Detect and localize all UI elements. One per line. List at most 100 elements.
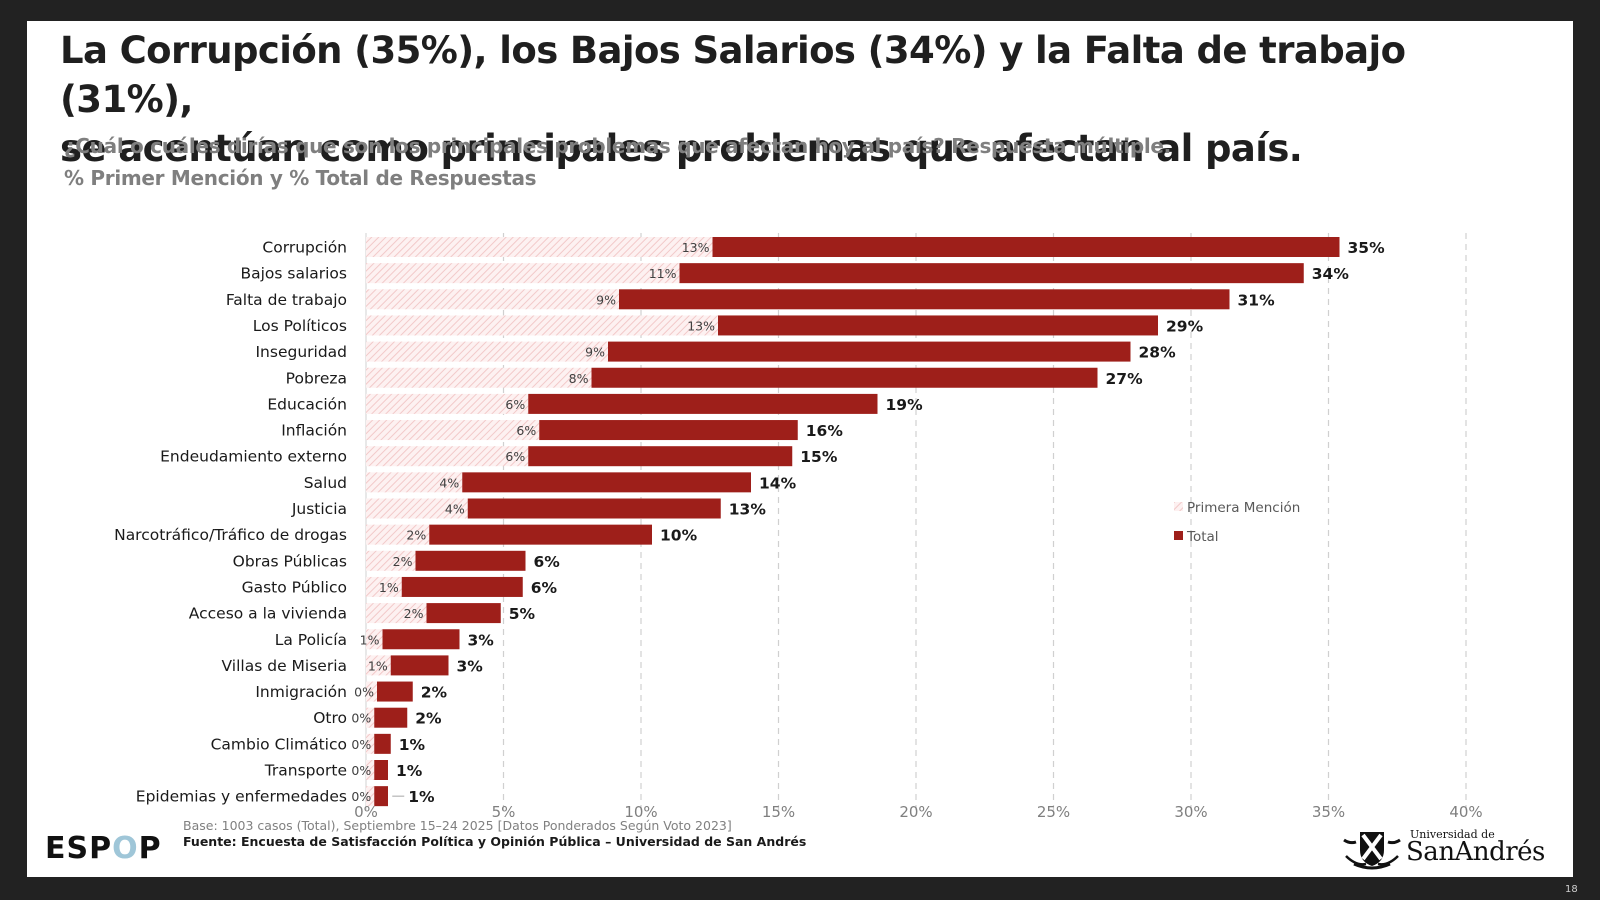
first-mention-value-label: 0% (351, 711, 371, 726)
first-mention-bar (366, 472, 463, 493)
category-label: Pobreza (286, 369, 347, 387)
total-bar (591, 367, 1098, 388)
total-value-label: 6% (534, 553, 561, 571)
total-value-label: 3% (468, 631, 495, 649)
first-mention-bar (366, 524, 430, 545)
total-bar (712, 237, 1340, 257)
category-label: Inseguridad (255, 343, 347, 361)
first-mention-bar (366, 733, 375, 754)
first-mention-value-label: 6% (516, 423, 536, 438)
legend-label-total: Total (1186, 529, 1219, 545)
first-mention-bar (366, 576, 402, 597)
first-mention-bar (366, 498, 468, 519)
first-mention-bar (366, 707, 375, 728)
x-axis: 0% 5% 10% 15% 20% 25% 30% 35% 40% (354, 803, 1483, 821)
total-value-label: 2% (421, 684, 448, 702)
category-label: Justicia (291, 500, 347, 518)
category-label: Educación (267, 395, 347, 413)
first-mention-value-label: 9% (596, 292, 616, 307)
category-label: Obras Públicas (233, 552, 347, 570)
first-mention-value-label: 1% (368, 658, 388, 673)
total-bar (528, 446, 793, 467)
slide-title: La Corrupción (35%), los Bajos Salarios … (60, 26, 1520, 173)
total-bar (415, 550, 526, 571)
first-mention-value-label: 11% (649, 266, 677, 281)
total-value-label: 1% (408, 788, 435, 806)
first-mention-bar (366, 681, 377, 702)
category-label: Salud (304, 474, 347, 492)
espop-logo: ESPOP (45, 831, 162, 866)
first-mention-bar (366, 341, 608, 362)
x-tick-label: 0% (354, 803, 378, 821)
first-mention-value-label: 1% (379, 580, 399, 595)
first-mention-value-label: 2% (393, 554, 413, 569)
first-mention-value-label: 4% (439, 475, 459, 490)
total-bar (377, 681, 413, 702)
total-bar (374, 786, 388, 807)
first-mention-bar (366, 315, 718, 336)
total-value-label: 1% (396, 762, 423, 780)
first-mention-value-label: 0% (354, 685, 374, 700)
footer-source-note: Fuente: Encuesta de Satisfacción Polític… (183, 834, 807, 849)
total-bar (462, 472, 751, 493)
first-mention-value-label: 2% (406, 528, 426, 543)
first-mention-value-label: 6% (505, 449, 525, 464)
total-value-label: 19% (886, 396, 924, 414)
category-label: Acceso a la vivienda (189, 605, 347, 623)
category-label: Cambio Climático (211, 735, 347, 753)
logo-text-small: Universidad de (1410, 828, 1495, 841)
first-mention-bar (366, 367, 592, 388)
x-tick-label: 10% (624, 803, 657, 821)
category-label: Corrupción (262, 239, 347, 257)
first-mention-bar (366, 760, 375, 780)
espop-logo-post: P (138, 831, 162, 866)
first-mention-bar (366, 420, 540, 441)
category-label: Narcotráfico/Tráfico de drogas (114, 526, 347, 544)
total-bar (429, 524, 652, 545)
category-label: Gasto Público (242, 578, 347, 596)
total-value-label: 31% (1238, 291, 1276, 309)
category-label: Falta de trabajo (226, 291, 347, 309)
category-label: Endeudamiento externo (160, 448, 347, 466)
total-value-label: 6% (531, 579, 558, 597)
first-mention-bar (366, 393, 529, 414)
total-bar (374, 760, 388, 780)
espop-logo-o: O (112, 831, 139, 866)
x-tick-label: 40% (1449, 803, 1482, 821)
first-mention-value-label: 0% (351, 789, 371, 804)
total-value-label: 5% (509, 605, 536, 623)
first-mention-value-label: 1% (360, 632, 380, 647)
espop-logo-pre: ESP (45, 831, 113, 866)
category-label: Epidemias y enfermedades (136, 788, 347, 806)
total-bar (718, 315, 1158, 336)
first-mention-bar (366, 446, 529, 467)
total-bar (374, 707, 408, 728)
total-value-label: 15% (800, 448, 838, 466)
x-tick-label: 25% (1037, 803, 1070, 821)
slide (27, 21, 1573, 877)
legend-label-first-mention: Primera Mención (1187, 500, 1300, 516)
legend: Primera Mención Total (1174, 500, 1300, 545)
bars: Corrupción 13% 35% Bajos salarios 11% 34% Falt… (114, 237, 1386, 807)
logo-text-big: SanAndrés (1406, 837, 1545, 867)
total-value-label: 1% (399, 736, 426, 754)
slide-subtitle: ¿Cuál o cuáles dirías que son los princi… (64, 130, 1171, 194)
x-tick-label: 5% (492, 803, 516, 821)
first-mention-value-label: 4% (445, 502, 465, 517)
university-crest-icon (1343, 832, 1401, 870)
total-value-label: 29% (1166, 317, 1204, 335)
footer-base-note: Base: 1003 casos (Total), Septiembre 15–… (183, 818, 732, 833)
page-number: 18 (1565, 884, 1578, 895)
legend-swatch-total (1174, 531, 1183, 540)
total-value-label: 10% (660, 527, 698, 545)
first-mention-bar (366, 289, 619, 310)
total-value-label: 35% (1348, 239, 1386, 257)
first-mention-bar (366, 263, 680, 284)
category-label: Villas de Miseria (222, 657, 347, 675)
category-label: Inmigración (255, 683, 347, 701)
first-mention-value-label: 13% (687, 318, 715, 333)
x-tick-label: 35% (1312, 803, 1345, 821)
first-mention-bar (366, 786, 375, 807)
total-bar (401, 576, 523, 597)
